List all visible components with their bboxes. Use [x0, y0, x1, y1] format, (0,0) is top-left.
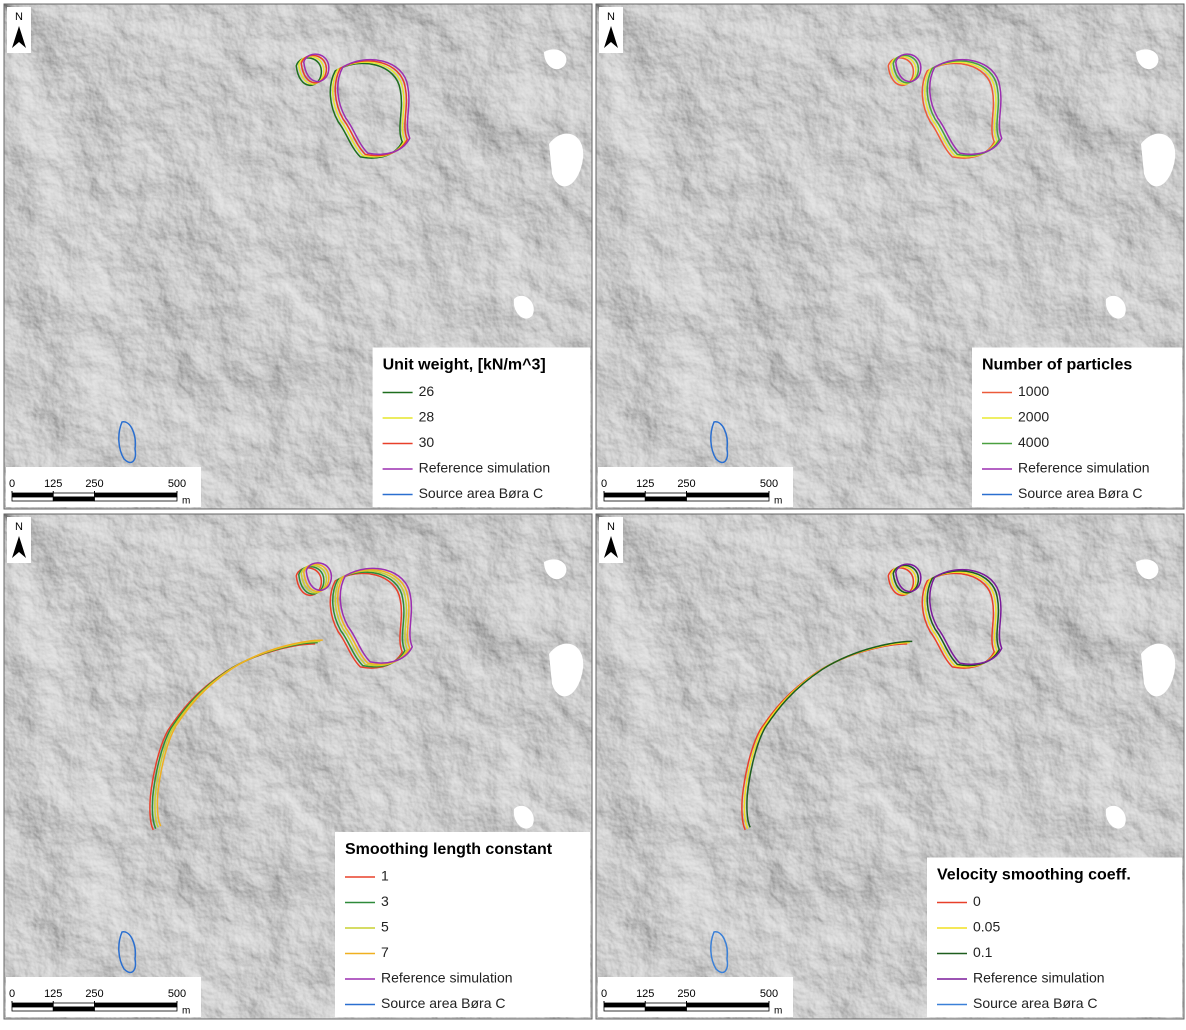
legend-label: Reference simulation	[381, 970, 513, 986]
scale-segment	[12, 493, 53, 497]
scale-unit: m	[182, 496, 190, 507]
scale-segment	[12, 497, 53, 501]
north-label: N	[607, 521, 615, 533]
scale-tick-label: 500	[168, 988, 186, 1000]
scale-segment	[604, 497, 645, 501]
north-label: N	[607, 11, 615, 23]
scale-segment	[604, 493, 645, 497]
scale-segment	[687, 493, 770, 497]
scale-segment	[604, 1007, 645, 1011]
legend-label: 5	[381, 919, 389, 935]
scale-unit: m	[182, 1006, 190, 1017]
legend-label: Source area Børa C	[419, 485, 543, 501]
scale-tick-label: 125	[636, 988, 654, 1000]
scale-segment	[645, 1007, 686, 1011]
map-panel: N Unit weight, [kN/m^3] 26 28 30 Reference si…	[4, 4, 592, 509]
legend-box	[335, 832, 590, 1017]
legend-label: Reference simulation	[419, 460, 551, 476]
scale-segment	[645, 1003, 686, 1007]
scale-segment	[95, 493, 178, 497]
legend-label: 30	[419, 434, 435, 450]
scale-tick-label: 0	[601, 478, 607, 490]
scale-segment	[687, 1007, 770, 1011]
legend-title: Smoothing length constant	[345, 841, 553, 858]
legend-label: 7	[381, 944, 389, 960]
legend-label: 4000	[1018, 434, 1049, 450]
legend-title: Unit weight, [kN/m^3]	[383, 357, 546, 374]
scale-segment	[687, 497, 770, 501]
scale-segment	[95, 1003, 178, 1007]
map-panel: N Smoothing length constant 1 3 5 7 Reference …	[4, 514, 592, 1019]
legend-label: 3	[381, 893, 389, 909]
legend-label: 28	[419, 409, 435, 425]
scale-segment	[604, 1003, 645, 1007]
legend-label: 1000	[1018, 383, 1049, 399]
legend-title: Number of particles	[982, 357, 1132, 374]
scale-unit: m	[774, 1006, 782, 1017]
scale-tick-label: 0	[9, 478, 15, 490]
legend-label: Reference simulation	[1018, 460, 1150, 476]
legend-label: 0.05	[973, 919, 1000, 935]
scale-segment	[645, 497, 686, 501]
scale-segment	[645, 493, 686, 497]
legend-title: Velocity smoothing coeff.	[937, 867, 1131, 884]
scale-segment	[53, 1003, 94, 1007]
legend-label: Reference simulation	[973, 970, 1105, 986]
legend-label: Source area Børa C	[381, 995, 506, 1011]
scale-tick-label: 125	[44, 988, 62, 1000]
scale-segment	[53, 493, 94, 497]
north-label: N	[15, 521, 23, 533]
legend-label: Source area Børa C	[1018, 485, 1143, 501]
legend-label: 0	[973, 893, 981, 909]
scale-segment	[53, 497, 94, 501]
legend-label: Source area Børa C	[973, 995, 1098, 1011]
scale-segment	[12, 1003, 53, 1007]
scale-segment	[53, 1007, 94, 1011]
map-figure: NUnit weight, [kN/m^3]262830Reference si…	[0, 0, 1186, 1025]
scale-tick-label: 0	[9, 988, 15, 1000]
scale-tick-label: 250	[677, 988, 695, 1000]
scale-segment	[95, 1007, 178, 1011]
legend-label: 2000	[1018, 409, 1049, 425]
scale-tick-label: 0	[601, 988, 607, 1000]
north-label: N	[15, 11, 23, 23]
scale-segment	[687, 1003, 770, 1007]
scale-tick-label: 250	[677, 478, 695, 490]
scale-tick-label: 250	[85, 988, 103, 1000]
scale-tick-label: 125	[44, 478, 62, 490]
scale-tick-label: 250	[85, 478, 103, 490]
scale-tick-label: 500	[168, 478, 186, 490]
scale-segment	[12, 1007, 53, 1011]
scale-unit: m	[774, 496, 782, 507]
scale-tick-label: 500	[760, 478, 778, 490]
scale-segment	[95, 497, 178, 501]
scale-tick-label: 125	[636, 478, 654, 490]
scale-tick-label: 500	[760, 988, 778, 1000]
legend-label: 1	[381, 868, 389, 884]
legend-label: 26	[419, 383, 435, 399]
map-panel: N Number of particles 1000 2000 4000 Referenc…	[596, 4, 1184, 509]
map-panel: N Velocity smoothing coeff. 0 0.05 0.1 Refere…	[596, 514, 1184, 1019]
legend-label: 0.1	[973, 944, 993, 960]
